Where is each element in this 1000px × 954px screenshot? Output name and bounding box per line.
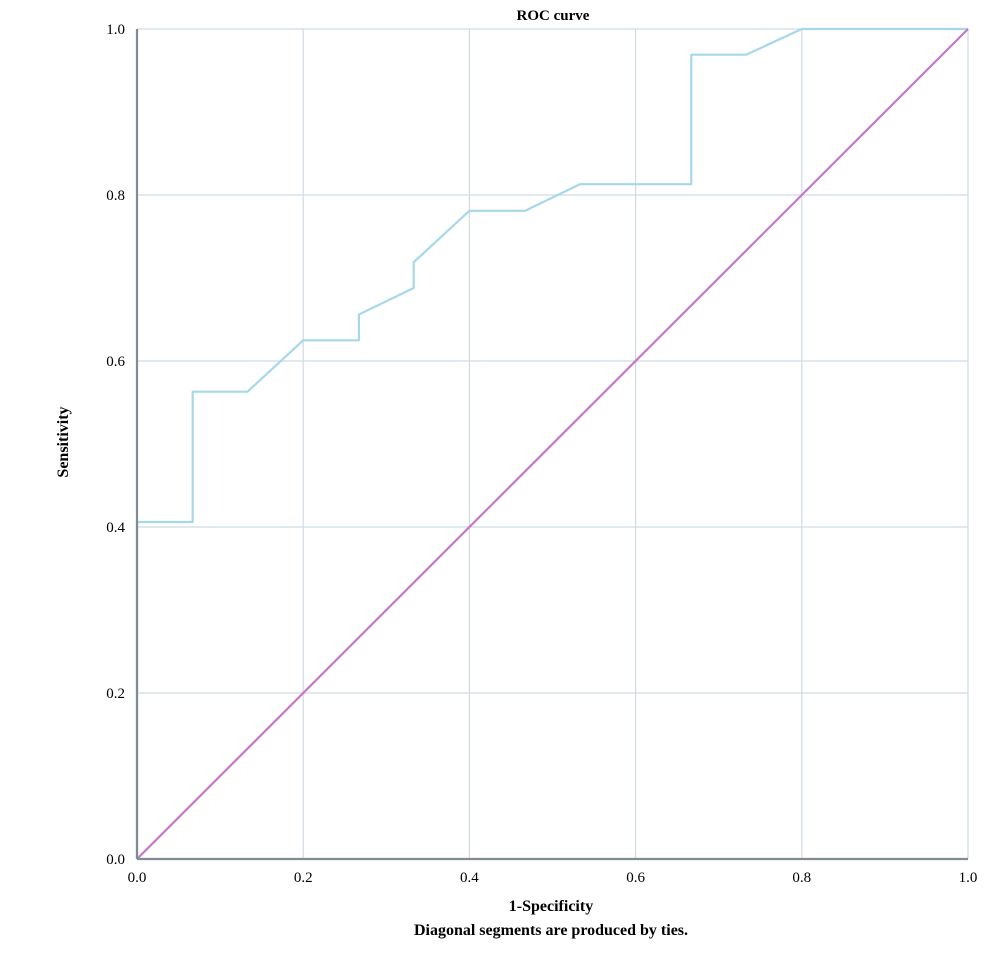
- chart-title: ROC curve: [517, 8, 590, 24]
- x-axis-label: 1-Specificity: [509, 898, 593, 915]
- x-tick-label: 0.2: [294, 870, 313, 886]
- x-tick-label: 1.0: [959, 870, 978, 886]
- y-axis-label: Sensitivity: [55, 406, 72, 477]
- tick-labels: 0.0 0.2 0.4 0.6 0.8 1.0 0.0 0.2 0.4 0.6 0.8 1.0: [106, 22, 977, 886]
- y-tick-label: 1.0: [106, 22, 125, 38]
- x-tick-label: 0.8: [792, 870, 811, 886]
- y-tick-label: 0.8: [106, 188, 125, 204]
- x-tick-label: 0.0: [128, 870, 147, 886]
- grid: [136, 28, 969, 860]
- x-tick-label: 0.4: [460, 870, 479, 886]
- axes: [135, 29, 968, 861]
- y-tick-label: 0.4: [106, 520, 125, 536]
- series-layer: [135, 27, 969, 860]
- y-tick-label: 0.2: [106, 686, 125, 702]
- roc-curve-line: [135, 27, 968, 859]
- chart-caption: Diagonal segments are produced by ties.: [414, 922, 688, 939]
- y-tick-label: 0.6: [106, 354, 125, 370]
- y-tick-label: 0.0: [106, 852, 125, 868]
- reference-diagonal-line: [136, 28, 969, 860]
- x-tick-label: 0.6: [626, 870, 645, 886]
